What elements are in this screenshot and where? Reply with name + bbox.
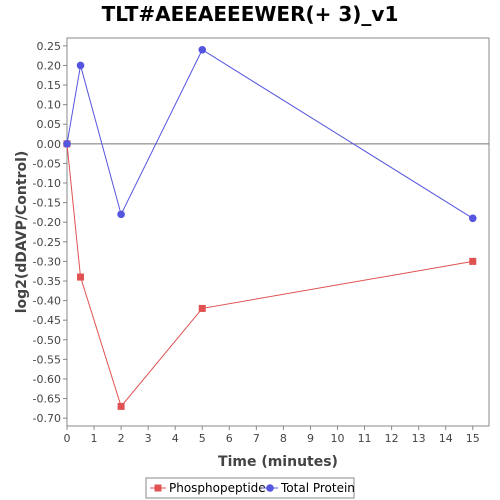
y-tick-label: -0.45 [33, 314, 61, 327]
y-tick-label: 0.10 [37, 99, 62, 112]
x-tick-label: 0 [64, 432, 71, 445]
y-tick-label: -0.10 [33, 177, 61, 190]
data-point-phosphopeptide [117, 402, 125, 410]
x-tick-label: 8 [280, 432, 287, 445]
x-tick-label: 7 [253, 432, 260, 445]
y-tick-label: 0.25 [37, 40, 62, 53]
x-tick-label: 2 [118, 432, 125, 445]
x-tick-label: 12 [385, 432, 399, 445]
y-tick-label: -0.25 [33, 236, 61, 249]
y-tick-label: -0.65 [33, 393, 61, 406]
y-tick-label: -0.40 [33, 295, 61, 308]
series-layer [63, 45, 477, 410]
data-point-phosphopeptide [469, 257, 477, 265]
x-tick-label: 5 [199, 432, 206, 445]
y-tick-label: -0.05 [33, 157, 61, 170]
plot-area [66, 37, 490, 427]
y-tick-label: -0.20 [33, 216, 61, 229]
y-tick-label: 0.05 [37, 118, 62, 131]
y-tick-label: -0.15 [33, 197, 61, 210]
x-tick-label: 14 [439, 432, 453, 445]
y-axis-ticks: 0.25 0.20 0.15 0.10 0.05 0.00 -0.05 -0.10 -0.15 -… [33, 40, 67, 425]
data-point-total-protein [63, 140, 71, 148]
y-tick-label: -0.70 [33, 412, 61, 425]
legend-label-phosphopeptide: Phosphopeptide [169, 481, 266, 495]
data-point-phosphopeptide [77, 273, 85, 281]
y-tick-label: -0.50 [33, 334, 61, 347]
data-point-phosphopeptide [198, 304, 206, 312]
x-axis-ticks: 0 1 2 3 4 5 6 7 8 9 10 11 12 13 14 15 [64, 426, 480, 445]
legend-marker-phosphopeptide [154, 484, 162, 492]
x-tick-label: 4 [172, 432, 179, 445]
x-tick-label: 13 [412, 432, 426, 445]
x-tick-label: 3 [145, 432, 152, 445]
y-tick-label: -0.60 [33, 373, 61, 386]
x-tick-label: 6 [226, 432, 233, 445]
legend: Phosphopeptide Total Protein [145, 477, 355, 499]
y-tick-label: -0.35 [33, 275, 61, 288]
x-axis-label: Time (minutes) [218, 454, 338, 470]
y-tick-label: 0.00 [37, 138, 62, 151]
chart-title: TLT#AEEAEEEWER(+ 3)_v1 [101, 2, 399, 26]
data-point-total-protein [198, 45, 207, 54]
y-axis-label: log2(dDAVP/Control) [14, 151, 30, 314]
x-tick-label: 9 [307, 432, 314, 445]
y-tick-label: 0.15 [37, 79, 62, 92]
data-point-total-protein [468, 214, 477, 223]
x-tick-label: 11 [358, 432, 372, 445]
x-tick-label: 10 [331, 432, 345, 445]
y-tick-label: -0.55 [33, 353, 61, 366]
x-tick-label: 15 [466, 432, 480, 445]
y-tick-label: 0.20 [37, 59, 62, 72]
x-tick-label: 1 [91, 432, 98, 445]
legend-label-total-protein: Total Protein [280, 481, 355, 495]
legend-box [145, 477, 355, 499]
y-tick-label: -0.30 [33, 255, 61, 268]
data-point-total-protein [117, 210, 125, 219]
legend-marker-total-protein [266, 484, 274, 492]
data-point-total-protein [76, 61, 85, 70]
